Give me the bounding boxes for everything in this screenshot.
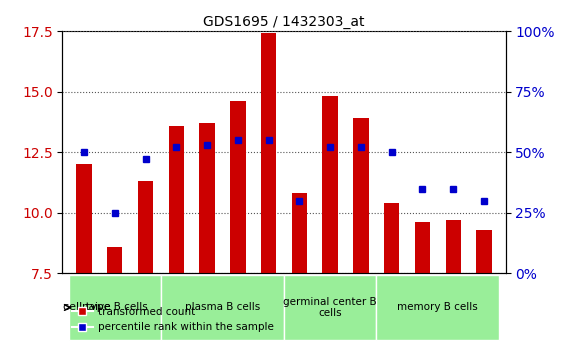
FancyBboxPatch shape [376,275,499,340]
FancyBboxPatch shape [161,275,284,340]
Bar [230,101,245,273]
Title: GDS1695 / 1432303_at: GDS1695 / 1432303_at [203,14,365,29]
Text: germinal center B
cells: germinal center B cells [283,297,377,318]
Text: plasma B cells: plasma B cells [185,303,260,313]
Bar [415,223,430,273]
Bar [199,123,215,273]
Bar [76,164,91,273]
Text: memory B cells: memory B cells [398,303,478,313]
Legend: transformed count, percentile rank within the sample: transformed count, percentile rank withi… [68,303,278,336]
Bar [323,97,338,273]
Bar [384,203,399,273]
Bar [261,33,276,273]
Text: naive B cells: naive B cells [82,303,148,313]
Bar [169,126,184,273]
Bar [477,230,492,273]
Bar [107,247,123,273]
Bar [353,118,369,273]
Bar [138,181,153,273]
FancyBboxPatch shape [284,275,376,340]
Bar [292,194,307,273]
Bar [445,220,461,273]
Text: cell type: cell type [63,303,111,313]
FancyBboxPatch shape [69,275,161,340]
